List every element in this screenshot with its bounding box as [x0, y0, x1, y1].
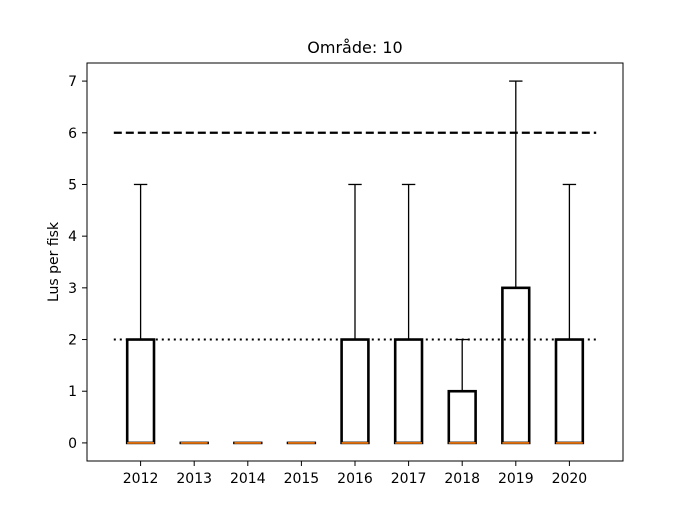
- y-tick-label: 4: [68, 229, 77, 245]
- y-axis-label: Lus per fisk: [46, 221, 62, 302]
- x-tick-label: 2016: [337, 471, 373, 487]
- axis-ticks: 0 1 2 3 4 5 6 7 2012 2013 2014 2015 2016 2017 2018 2019…: [68, 74, 587, 487]
- box-body: [556, 340, 583, 443]
- y-tick-label: 5: [68, 177, 77, 193]
- x-tick-label: 2019: [498, 471, 534, 487]
- y-tick-label: 6: [68, 126, 77, 142]
- box-body: [342, 340, 369, 443]
- box-body: [449, 391, 476, 443]
- y-tick-label: 0: [68, 436, 77, 452]
- box-body: [502, 288, 529, 443]
- box-2017: [395, 184, 422, 442]
- y-tick-label: 3: [68, 281, 77, 297]
- chart-title: Område: 10: [307, 38, 402, 57]
- box-2016: [342, 184, 369, 442]
- x-tick-label: 2015: [284, 471, 320, 487]
- y-tick-label: 7: [68, 74, 77, 90]
- box-body: [395, 340, 422, 443]
- x-tick-label: 2017: [391, 471, 427, 487]
- box-2018: [449, 340, 476, 443]
- boxes: [127, 81, 583, 443]
- box-2012: [127, 184, 154, 442]
- box-body: [127, 340, 154, 443]
- box-2019: [502, 81, 529, 443]
- x-tick-label: 2018: [444, 471, 480, 487]
- x-tick-label: 2013: [176, 471, 212, 487]
- x-tick-label: 2012: [123, 471, 159, 487]
- y-tick-label: 2: [68, 333, 77, 349]
- y-tick-label: 1: [68, 384, 77, 400]
- x-tick-label: 2014: [230, 471, 266, 487]
- x-tick-label: 2020: [552, 471, 588, 487]
- box-2020: [556, 184, 583, 442]
